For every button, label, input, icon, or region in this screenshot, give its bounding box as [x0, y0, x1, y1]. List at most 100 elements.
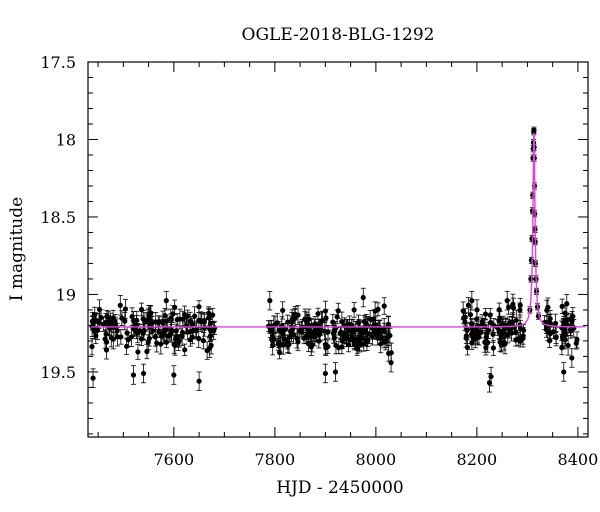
data-point	[124, 330, 130, 336]
data-point	[165, 333, 171, 339]
data-point	[322, 370, 328, 377]
data-point	[124, 343, 130, 349]
data-point	[316, 338, 322, 344]
data-point	[196, 304, 202, 310]
data-point	[331, 335, 337, 341]
data-point	[91, 327, 97, 333]
data-point	[200, 338, 206, 344]
data-point	[96, 318, 102, 324]
data-point	[339, 338, 345, 344]
data-point	[150, 328, 156, 334]
data-point	[158, 341, 164, 347]
data-point	[106, 325, 113, 331]
y-tick-label: 18	[56, 130, 76, 149]
x-tick-label: 8000	[356, 450, 397, 469]
data-point	[307, 332, 313, 338]
data-point	[118, 334, 124, 340]
data-point	[564, 301, 570, 307]
data-point	[306, 341, 312, 347]
y-tick-label: 19	[56, 285, 76, 304]
data-point	[498, 342, 504, 348]
data-point	[156, 329, 162, 335]
data-point	[93, 333, 99, 339]
data-point	[341, 331, 347, 337]
data-point	[569, 318, 575, 324]
data-point	[305, 327, 312, 333]
data-point	[314, 327, 320, 333]
data-point	[147, 312, 153, 318]
data-point	[474, 307, 480, 313]
data-point	[295, 339, 301, 345]
data-point	[464, 327, 470, 334]
data-point	[546, 338, 553, 344]
data-point	[189, 321, 195, 327]
data-point	[482, 311, 489, 317]
data-point	[496, 307, 502, 313]
data-point	[383, 339, 389, 345]
data-point	[185, 313, 191, 319]
data-point	[378, 341, 384, 347]
data-point	[163, 339, 170, 345]
data-point	[565, 342, 571, 349]
data-point	[204, 347, 210, 354]
axis-ticks: 7600 7800 8000 8200 8400 17.5 18 18.5 19 19.5	[40, 53, 598, 469]
data-point	[360, 294, 366, 301]
data-point	[547, 320, 553, 326]
data-point	[303, 334, 309, 340]
data-point	[462, 314, 468, 320]
data-point	[469, 321, 475, 327]
data-point	[171, 372, 177, 378]
data-point	[367, 316, 373, 322]
data-point	[179, 333, 185, 339]
data-point	[122, 306, 129, 312]
data-point	[335, 308, 341, 314]
data-point	[561, 319, 567, 325]
data-point	[89, 318, 95, 324]
data-point	[267, 328, 273, 334]
data-point	[173, 335, 179, 342]
data-point	[280, 307, 286, 314]
data-point	[469, 340, 475, 346]
data-point	[130, 317, 137, 324]
data-point	[170, 311, 176, 317]
data-point	[462, 319, 468, 325]
data-point	[269, 337, 275, 343]
data-point	[274, 320, 280, 326]
data-point	[358, 336, 365, 342]
data-point	[104, 339, 110, 345]
data-point	[470, 328, 476, 335]
data-point	[208, 320, 214, 327]
data-point	[483, 334, 489, 340]
data-point	[163, 298, 169, 304]
x-tick-label: 8400	[558, 450, 599, 469]
data-point	[104, 313, 110, 320]
data-point	[504, 298, 510, 304]
data-point	[515, 336, 521, 342]
data-point	[559, 303, 565, 309]
data-point	[160, 320, 166, 326]
data-point	[559, 333, 566, 340]
model-curve-group	[90, 132, 586, 328]
data-point	[553, 334, 559, 341]
data-point	[386, 333, 392, 339]
data-point	[474, 316, 480, 322]
data-point	[517, 302, 523, 308]
data-point	[361, 341, 367, 347]
data-point	[545, 304, 551, 310]
data-point	[510, 305, 517, 311]
data-point	[486, 380, 493, 386]
data-point	[152, 334, 158, 340]
data-point	[140, 370, 147, 377]
data-point	[496, 318, 502, 324]
data-point	[360, 330, 366, 336]
data-point	[531, 127, 537, 133]
data-point	[291, 332, 297, 338]
data-point	[561, 369, 567, 375]
data-point	[485, 327, 491, 334]
data-point	[138, 336, 145, 342]
data-point	[108, 319, 114, 325]
data-point	[500, 330, 506, 336]
data-point	[180, 316, 186, 322]
y-axis-label: I magnitude	[7, 197, 27, 301]
data-point	[163, 326, 169, 332]
